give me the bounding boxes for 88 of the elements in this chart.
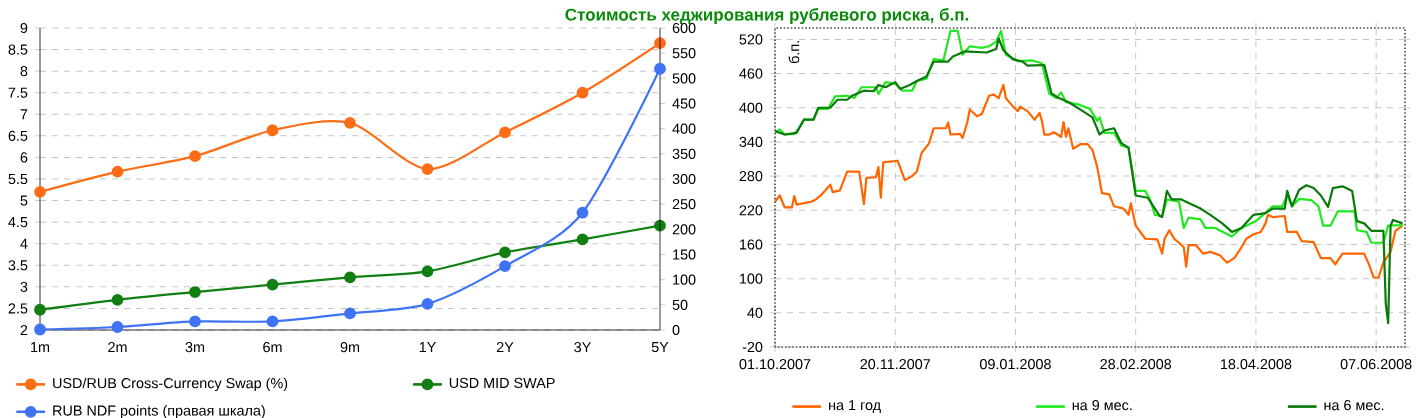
y2-tick-label: 100	[673, 274, 696, 285]
x-tick-label: 5Y	[651, 342, 669, 353]
chart-title: Стоимость хеджирования рублевого риска, б.п.	[565, 8, 969, 25]
point	[421, 297, 434, 310]
point	[499, 246, 511, 259]
y-tick-label: 100	[740, 273, 763, 284]
x-tick-label: 20.11.2007	[860, 359, 930, 370]
point	[576, 233, 589, 246]
y-tick-label: 220	[739, 205, 763, 216]
y2-tick-label: 300	[672, 173, 696, 185]
point	[34, 303, 46, 316]
point	[189, 286, 201, 298]
point	[344, 307, 356, 320]
point	[34, 186, 46, 198]
y2-tick-label: 0	[672, 324, 680, 336]
x-tick-label: 3m	[185, 342, 205, 353]
x-tick-label: 6m	[263, 342, 282, 353]
y-tick-label: 8	[20, 66, 28, 77]
y2-tick-label: 500	[672, 73, 696, 84]
y2-tick-label: 400	[672, 123, 696, 134]
y-tick-label: -20	[742, 341, 763, 353]
x-tick-label: 18.04.2008	[1220, 359, 1292, 370]
y2-tick-label: 600	[672, 22, 696, 34]
y-tick-label: 2	[20, 324, 28, 336]
y-tick-label: 3	[20, 281, 28, 292]
y2-tick-label: 200	[672, 224, 696, 235]
point	[34, 323, 46, 336]
y2-tick-label: 50	[672, 299, 688, 310]
x-tick-label: 2m	[108, 342, 127, 353]
legend-label: USD MID SWAP	[449, 377, 555, 389]
y-tick-label: 5	[20, 195, 28, 206]
y-tick-label: 6.5	[8, 130, 28, 141]
x-tick-label: 28.02.2008	[1100, 359, 1172, 370]
y-tick-label: 160	[740, 239, 763, 250]
y2-tick-label: 150	[673, 249, 696, 260]
x-tick-label: 3Y	[574, 342, 591, 353]
y-tick-label: 40	[747, 307, 763, 318]
y-tick-label: 8.5	[8, 44, 28, 55]
point	[576, 86, 589, 99]
y-tick-label: 460	[739, 68, 763, 79]
y-tick-label: 9	[20, 22, 28, 34]
y-tick-label: 6	[20, 152, 28, 163]
y-tick-label: 2.5	[8, 303, 28, 314]
y-tick-label: 520	[739, 34, 763, 45]
y-tick-label: 400	[739, 102, 763, 113]
point	[266, 315, 279, 328]
point	[344, 117, 356, 129]
y2-tick-label: 250	[672, 199, 696, 210]
point	[576, 206, 589, 219]
y-tick-label: 3.5	[8, 260, 28, 271]
point	[499, 126, 511, 139]
point	[654, 62, 666, 75]
y-tick-label: 280	[739, 171, 763, 182]
x-tick-label: 01.10.2007	[739, 359, 811, 370]
x-tick-label: 1m	[31, 342, 50, 352]
y-tick-label: 4.5	[8, 217, 28, 228]
x-tick-label: 1Y	[419, 342, 436, 352]
point	[499, 260, 511, 272]
legend-label: на 6 мес.	[1324, 400, 1384, 411]
x-tick-label: 2Y	[496, 342, 514, 353]
line-series	[775, 37, 1404, 325]
point	[189, 315, 201, 328]
point	[421, 265, 434, 278]
y-tick-label: 4	[20, 238, 28, 249]
point	[189, 150, 201, 163]
point	[266, 124, 279, 137]
legend-label: USD/RUB Cross-Currency Swap (%)	[53, 377, 288, 392]
legend-label: на 9 мес.	[1072, 400, 1132, 411]
x-tick-label: 9m	[340, 342, 360, 353]
y2-tick-label: 350	[672, 148, 696, 159]
point	[344, 271, 356, 284]
point	[111, 165, 124, 178]
point	[111, 321, 124, 333]
x-tick-label: 09.01.2008	[979, 359, 1051, 370]
y-tick-label: 5.5	[8, 173, 28, 185]
y-tick-label: 340	[739, 136, 763, 148]
point	[266, 278, 279, 291]
point	[111, 293, 124, 306]
y-axis-title: б.п.	[788, 41, 800, 64]
x-tick-label: 07.06.2008	[1340, 359, 1412, 370]
legend-label: RUB NDF points (правая шкала)	[53, 405, 265, 418]
y-tick-label: 7.5	[8, 87, 28, 98]
y2-tick-label: 550	[672, 48, 696, 59]
y2-tick-label: 450	[672, 98, 696, 109]
point	[421, 163, 434, 175]
legend-label: на 1 год	[829, 400, 881, 413]
y-tick-label: 7	[20, 109, 28, 120]
line-series	[775, 29, 1404, 244]
